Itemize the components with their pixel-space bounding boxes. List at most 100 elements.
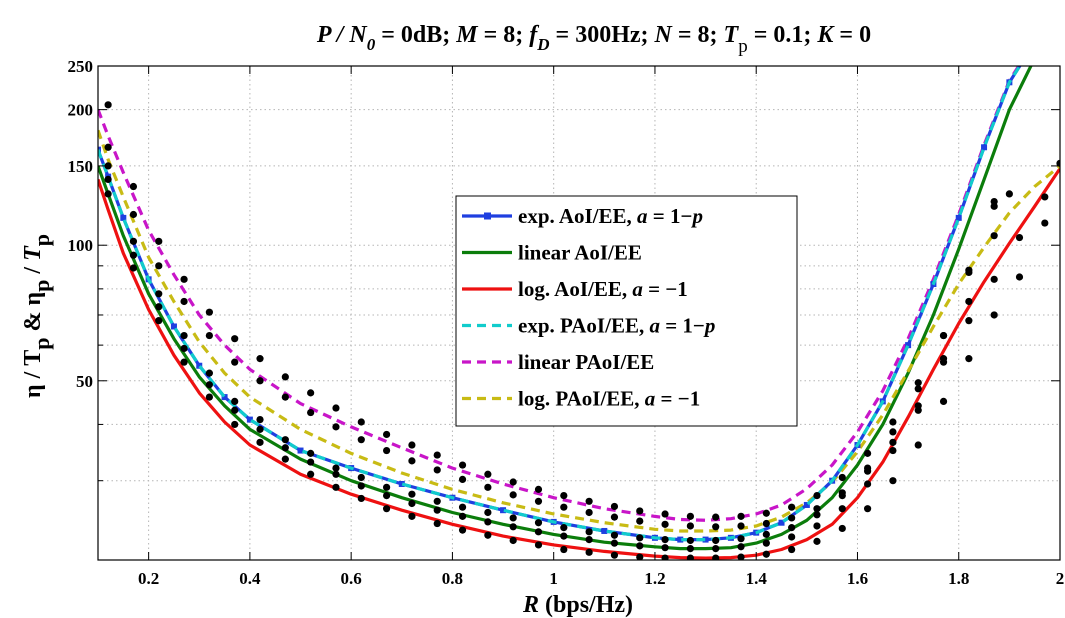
legend-label-4: exp. PAoI/EE, a = 1−p <box>518 314 715 338</box>
sim-dot-series-1 <box>231 397 239 405</box>
title-k: K <box>816 22 835 48</box>
sim-dot-series-2 <box>155 303 163 311</box>
sim-dot-series-2 <box>864 480 872 488</box>
sim-dot-series-5 <box>838 473 846 482</box>
sim-dot-series-1 <box>155 290 163 298</box>
title-k-value: = 0 <box>833 22 871 48</box>
sim-dot-series-6 <box>838 489 846 497</box>
sim-dot-series-6 <box>383 446 391 455</box>
sim-dot-series-5 <box>383 430 391 439</box>
title-m: M <box>455 22 479 48</box>
sim-dot-series-2 <box>686 545 694 553</box>
x-tick-label: 1 <box>549 569 558 588</box>
sim-dot-series-5 <box>560 491 568 500</box>
sim-dot-series-3 <box>1015 273 1024 281</box>
sim-dot-series-1 <box>205 369 213 377</box>
sim-dot-series-3 <box>433 519 441 528</box>
sim-dot-series-3 <box>307 470 315 478</box>
series-marker <box>297 447 304 454</box>
x-tick-label: 0.6 <box>341 569 362 588</box>
series-marker <box>778 519 785 526</box>
sim-dot-series-3 <box>762 550 770 558</box>
sim-dot-series-1 <box>610 531 619 539</box>
sim-dot-series-1 <box>180 331 188 340</box>
legend-text-part: log. AoI/EE, <box>518 277 632 301</box>
sim-dot-series-3 <box>1041 219 1049 227</box>
sim-dot-series-5 <box>939 331 948 340</box>
sim-dot-series-5 <box>889 418 897 426</box>
sim-dot-series-5 <box>864 449 872 457</box>
legend-marker <box>484 212 491 220</box>
ylabel-sub1: p <box>29 337 54 349</box>
sim-dot-series-5 <box>281 373 289 381</box>
title-n: N <box>654 22 674 48</box>
sim-dot-series-3 <box>636 553 644 560</box>
sim-dot-series-6 <box>661 520 669 528</box>
sim-dot-series-3 <box>813 537 821 545</box>
sim-dot-series-2 <box>357 482 365 490</box>
legend-text-part: a <box>632 277 643 301</box>
series-marker <box>702 536 709 543</box>
x-tick-label: 1.4 <box>746 569 768 588</box>
sim-dot-series-1 <box>408 490 416 498</box>
sim-dot-series-5 <box>509 478 517 486</box>
sim-dot-series-6 <box>256 377 264 385</box>
sim-dot-series-2 <box>408 499 416 508</box>
sim-dot-series-2 <box>610 539 619 547</box>
sim-dot-series-6 <box>534 497 543 505</box>
sim-dot-series-2 <box>965 297 973 306</box>
sim-dot-series-1 <box>534 519 543 527</box>
sim-dot-series-1 <box>458 503 467 511</box>
sim-dot-series-5 <box>231 335 239 343</box>
y-tick-label: 150 <box>68 157 94 176</box>
sim-dot-series-2 <box>838 505 846 513</box>
legend-text-part: linear PAoI/EE <box>518 350 654 374</box>
ylabel-slash: / <box>20 261 46 280</box>
sim-dot-series-2 <box>889 446 897 455</box>
sim-dot-series-5 <box>914 379 922 387</box>
sim-dot-series-6 <box>484 483 492 491</box>
sim-dot-series-1 <box>737 535 745 543</box>
sim-dot-series-3 <box>585 548 593 556</box>
sim-dot-series-5 <box>585 497 593 505</box>
sim-dot-series-6 <box>408 457 416 465</box>
sim-dot-series-1 <box>509 514 517 522</box>
title-n-value: = 8; <box>672 22 724 48</box>
sim-dot-series-6 <box>307 408 315 417</box>
sim-dot-series-2 <box>560 532 568 540</box>
sim-dot-series-3 <box>332 483 340 491</box>
x-tick-label: 0.2 <box>138 569 159 588</box>
sim-dot-series-5 <box>484 470 492 478</box>
ylabel-tp: T <box>20 245 46 261</box>
sim-dot-series-5 <box>636 507 644 515</box>
sim-dot-series-6 <box>636 517 644 525</box>
sim-dot-series-3 <box>712 554 720 560</box>
simulation-dots <box>104 101 1060 560</box>
sim-dot-series-3 <box>788 545 796 554</box>
x-tick-label: 1.2 <box>644 569 665 588</box>
sim-dot-series-6 <box>965 317 973 325</box>
x-tick-label: 0.8 <box>442 569 463 588</box>
legend-text-part: exp. AoI/EE, <box>518 204 637 228</box>
series-marker <box>120 214 127 221</box>
legend-text-part: a <box>645 387 656 411</box>
y-tick-label: 50 <box>76 372 93 391</box>
sim-dot-series-3 <box>408 512 416 520</box>
sim-dot-series-1 <box>307 449 315 457</box>
sim-dot-series-3 <box>1056 159 1060 167</box>
sim-dot-series-1 <box>762 530 770 538</box>
legend-text-part: p <box>690 204 703 228</box>
legend-text-part: = −1 <box>643 277 688 301</box>
title-m-value: = 8; <box>478 22 530 48</box>
sim-dot-series-2 <box>433 506 441 514</box>
sim-dot-series-6 <box>990 275 998 283</box>
sim-dot-series-6 <box>332 423 340 431</box>
legend-text-part: log. PAoI/EE, <box>518 387 645 411</box>
sim-dot-series-3 <box>155 317 163 325</box>
sim-dot-series-2 <box>180 344 188 353</box>
sim-dot-series-3 <box>281 455 289 463</box>
sim-dot-series-5 <box>104 101 112 109</box>
series-marker <box>398 480 405 487</box>
x-axis-label: R (bps/Hz) <box>522 592 633 618</box>
